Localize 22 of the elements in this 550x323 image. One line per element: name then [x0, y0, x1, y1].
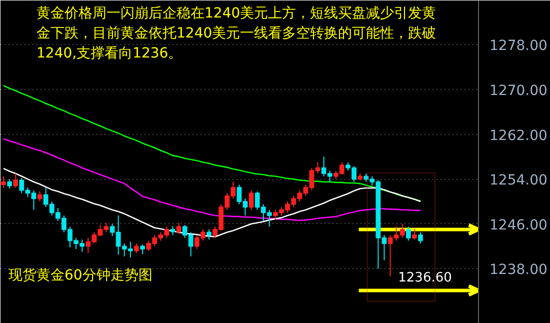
y-tick-label: 1254.00 [490, 172, 548, 189]
candlestick [37, 190, 42, 202]
candlestick [134, 242, 139, 254]
y-tick-label: 1262.00 [490, 128, 548, 144]
candlestick [7, 178, 12, 190]
candlestick [412, 228, 417, 240]
y-tick-label: 1270.00 [490, 83, 548, 100]
candlestick [13, 172, 18, 188]
candlestick [418, 232, 423, 244]
candlestick [140, 244, 145, 255]
text: 黄金价格周一闪崩后企稳在1240美元上方，短线买盘减少引发黄金下跌，目前黄金依托1240美元一线看多空转换的可能性，跌破1240,支撑看向1236。 [36, 6, 436, 62]
annotation: 现货黄金60分钟走势图 [8, 268, 152, 284]
candlestick [248, 190, 254, 210]
y-tick-label: 1278.00 [490, 38, 548, 54]
candlestick [206, 228, 212, 240]
candlestick [406, 226, 411, 242]
annotation: 1236.60 [398, 270, 452, 286]
candlestick [1, 176, 6, 188]
line-series [2, 84, 422, 202]
y-tick-label: 1238.00 [490, 262, 548, 278]
candlestick [176, 222, 182, 234]
y-tick-label: 1246.00 [490, 217, 548, 234]
